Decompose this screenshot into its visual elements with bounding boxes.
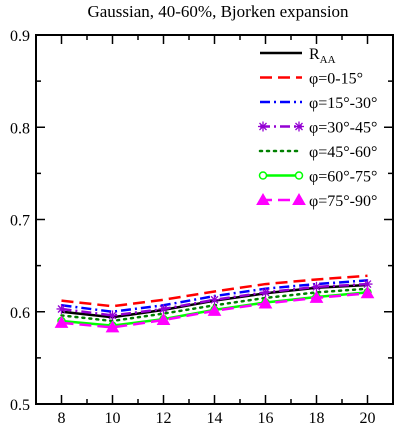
data-point-3: [209, 294, 220, 305]
legend-label-4: φ=45°-60°: [309, 144, 377, 161]
chart-title: Gaussian, 40-60%, Bjorken expansion: [87, 2, 349, 21]
data-point-6: [309, 290, 324, 303]
data-point-6: [156, 313, 171, 326]
legend-label-2: φ=15°-30°: [309, 95, 377, 112]
x-tick-label: 14: [207, 410, 223, 424]
legend-marker-5: [294, 171, 304, 180]
star-stroke: [57, 305, 66, 313]
legend-marker-3: [258, 121, 268, 132]
legend-label-1: φ=0-15°: [309, 71, 363, 88]
legend-marker-5: [258, 171, 268, 180]
data-point-6: [360, 286, 375, 299]
star-stroke: [363, 280, 372, 289]
y-tick-label: 0.6: [10, 305, 30, 322]
axes: 8 10 12 14 16 18 20 0.5 0.6 0.7 0.8 0.9: [10, 28, 394, 424]
x-tick-label: 18: [309, 410, 325, 424]
plot-frame: [35, 34, 394, 405]
data-point-6: [258, 296, 273, 309]
y-tick-label: 0.8: [10, 120, 30, 137]
x-tick-label: 10: [105, 410, 121, 424]
data-point-3: [260, 287, 271, 298]
legend-label-0: RAA: [309, 46, 336, 66]
legend-marker-6: [256, 192, 270, 205]
legend-label-6: φ=75°-90°: [309, 193, 377, 210]
data-point-6: [54, 315, 69, 328]
y-tick-label: 0.9: [10, 28, 30, 45]
data-point-3: [56, 303, 67, 314]
series-lines: [54, 274, 375, 333]
star-stroke: [210, 295, 219, 304]
star-stroke: [108, 311, 117, 320]
star-stroke: [259, 122, 267, 131]
star-stroke: [159, 305, 168, 313]
data-point-3: [158, 303, 169, 314]
star-stroke: [312, 282, 321, 291]
legend-marker-6: [292, 192, 306, 205]
legend: RAA φ=0-15° φ=15°-30° φ=30°-45° φ=45°-60° φ=6…: [256, 46, 377, 210]
legend-label-5: φ=60°-75°: [309, 169, 377, 186]
y-tick-label: 0.5: [10, 397, 30, 414]
star-stroke: [261, 288, 270, 297]
data-point-3: [311, 281, 322, 292]
legend-label-main: R: [309, 46, 320, 63]
legend-label-subscript: AA: [320, 54, 336, 66]
data-point-6: [105, 320, 120, 333]
x-tick-label: 16: [258, 410, 274, 424]
data-point-6: [207, 303, 222, 316]
y-tick-label: 0.7: [10, 213, 30, 230]
x-tick-label: 20: [360, 410, 376, 424]
x-tick-label: 8: [58, 410, 66, 424]
legend-label-3: φ=30°-45°: [309, 120, 377, 137]
x-tick-label: 12: [156, 410, 172, 424]
series-line-1: [61, 274, 368, 308]
data-point-3: [107, 310, 118, 321]
star-stroke: [295, 122, 303, 131]
legend-marker-3: [294, 121, 304, 132]
